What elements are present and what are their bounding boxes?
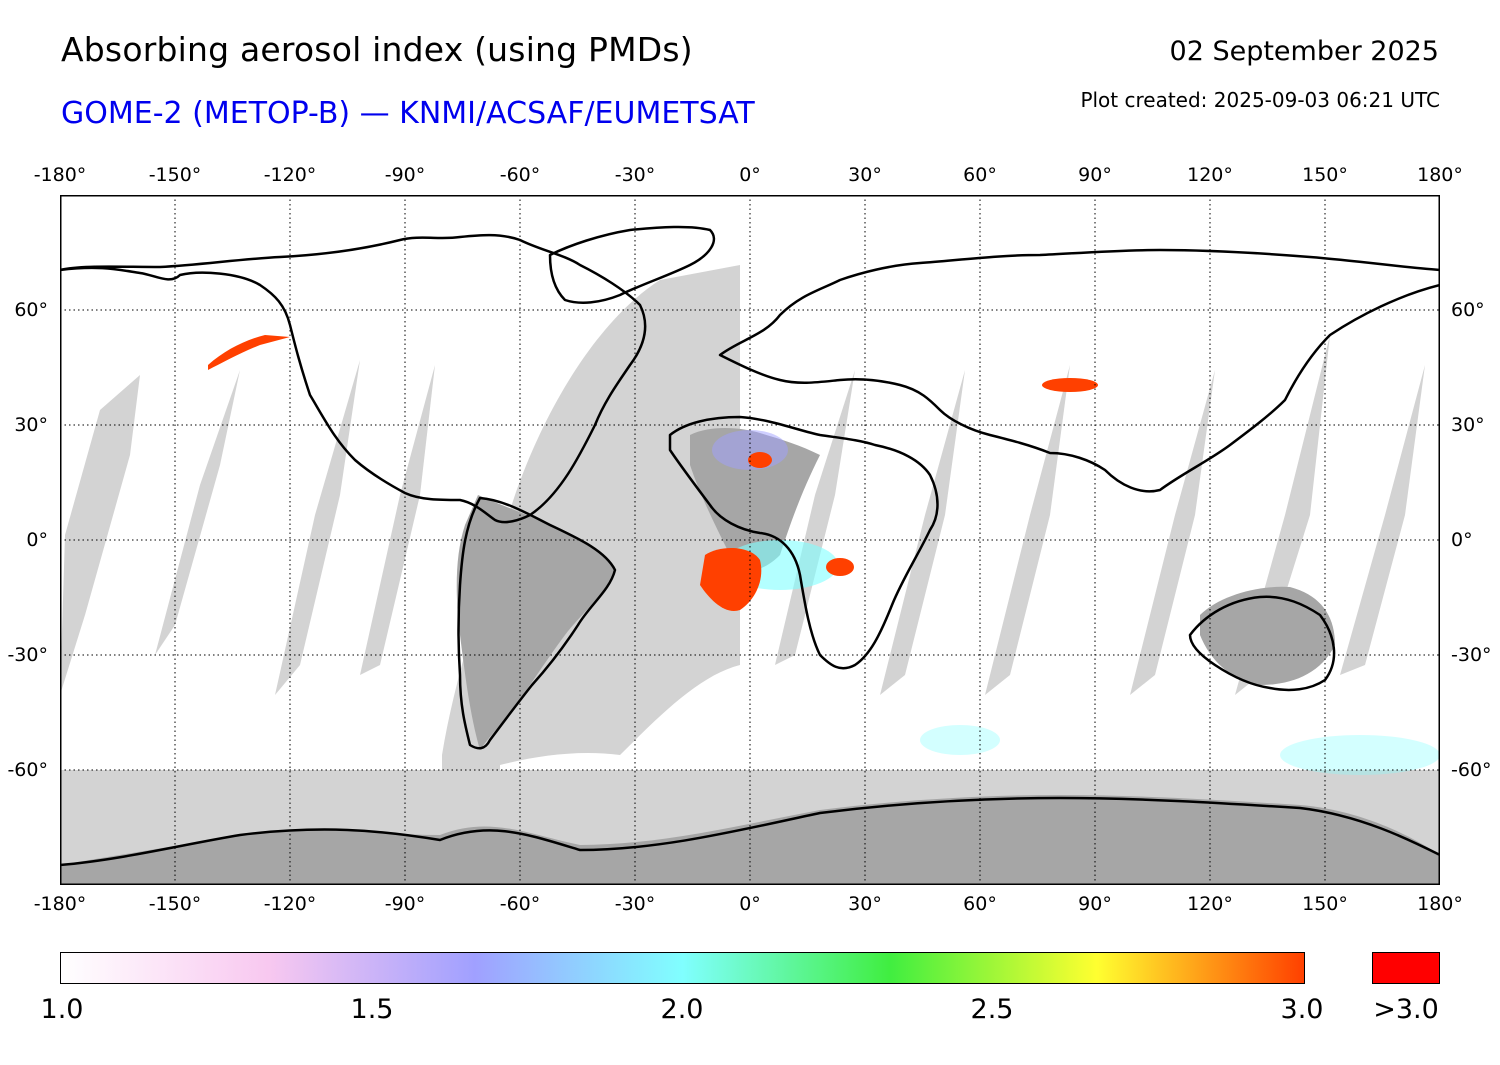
lat-tick-left: 60° — [14, 299, 48, 321]
lon-tick-top: 0° — [739, 164, 761, 186]
lon-tick-bottom: 0° — [739, 893, 761, 915]
eurasia-coast — [718, 248, 1440, 493]
lon-tick-bottom: -60° — [499, 893, 541, 915]
lon-tick-top: 90° — [1078, 164, 1112, 186]
map-subtitle: GOME-2 (METOP-B) — KNMI/ACSAF/EUMETSAT — [61, 96, 755, 131]
aerosol-hotspot-north-america — [208, 335, 290, 370]
australia-coast — [1188, 595, 1336, 692]
south-america-coast — [457, 496, 617, 750]
north-america-coast — [60, 233, 647, 524]
lon-tick-top: -150° — [148, 164, 202, 186]
aerosol-hotspots — [208, 335, 1440, 775]
lon-tick-top: 30° — [848, 164, 882, 186]
orbit-gap-swath — [985, 365, 1070, 695]
lon-tick-bottom: 30° — [848, 893, 882, 915]
lat-tick-right: 60° — [1451, 299, 1485, 321]
lat-tick-left: 30° — [14, 414, 48, 436]
south-america-land — [456, 495, 615, 750]
lon-tick-bottom: -180° — [33, 893, 87, 915]
colorbar-label: 2.0 — [660, 994, 704, 1025]
lat-tick-right: 0° — [1451, 529, 1473, 551]
antarctica-coast — [60, 796, 1440, 867]
aerosol-hotspot-congo — [826, 558, 854, 576]
colorbar — [60, 952, 1305, 984]
map-title: Absorbing aerosol index (using PMDs) — [61, 30, 693, 69]
colorbar-over-swatch — [1372, 952, 1440, 984]
orbit-gap-swath — [880, 370, 965, 695]
lat-tick-left: 0° — [26, 529, 48, 551]
lon-tick-top: -30° — [614, 164, 656, 186]
plot-created-timestamp: Plot created: 2025-09-03 06:21 UTC — [1080, 88, 1440, 112]
orbit-gap-swath — [1130, 370, 1215, 695]
lat-tick-right: 30° — [1451, 414, 1485, 436]
lon-tick-top: -120° — [263, 164, 317, 186]
lon-tick-bottom: -30° — [614, 893, 656, 915]
lon-tick-top: -60° — [499, 164, 541, 186]
lat-tick-left: -30° — [7, 644, 48, 666]
africa-coast — [668, 415, 939, 670]
world-map — [60, 195, 1440, 885]
colorbar-label: 3.0 — [1280, 994, 1324, 1025]
orbit-gap-swath — [60, 375, 140, 695]
lon-tick-top: -180° — [33, 164, 87, 186]
colorbar-label: 1.5 — [350, 994, 394, 1025]
coastlines — [60, 225, 1440, 867]
lat-tick-right: -60° — [1451, 759, 1492, 781]
orbit-gap-swath — [775, 370, 855, 665]
lon-tick-bottom: -90° — [384, 893, 426, 915]
lon-tick-top: 120° — [1187, 164, 1233, 186]
aerosol-hotspot-central-asia — [1042, 378, 1098, 392]
lat-tick-left: -60° — [7, 759, 48, 781]
lon-tick-bottom: 60° — [963, 893, 997, 915]
australia-land — [1200, 586, 1335, 685]
lon-tick-top: -90° — [384, 164, 426, 186]
lon-tick-bottom: 150° — [1302, 893, 1348, 915]
map-frame — [60, 195, 1440, 885]
lon-tick-top: 60° — [963, 164, 997, 186]
graticule — [60, 195, 1440, 885]
lon-tick-bottom: -150° — [148, 893, 202, 915]
lon-tick-bottom: -120° — [263, 893, 317, 915]
lat-tick-right: -30° — [1451, 644, 1492, 666]
colorbar-label: 2.5 — [970, 994, 1014, 1025]
orbit-gap-swath — [275, 360, 360, 695]
lon-tick-bottom: 90° — [1078, 893, 1112, 915]
lon-tick-bottom: 180° — [1417, 893, 1463, 915]
aerosol-hotspot-sahara — [748, 452, 772, 468]
orbit-gap-swath — [360, 365, 435, 675]
map-date: 02 September 2025 — [1169, 36, 1439, 67]
colorbar-over-label: >3.0 — [1373, 994, 1439, 1025]
lon-tick-top: 180° — [1417, 164, 1463, 186]
lon-tick-top: 150° — [1302, 164, 1348, 186]
aerosol-hotspot-angola — [700, 548, 762, 611]
orbit-gap-swaths — [60, 335, 1425, 695]
aerosol-plume-southern-indian — [920, 725, 1000, 755]
greenland-coast — [548, 225, 716, 304]
lon-tick-bottom: 120° — [1187, 893, 1233, 915]
aerosol-plume-southern-ocean — [1280, 735, 1440, 775]
colorbar-label: 1.0 — [40, 994, 84, 1025]
orbit-gap-swath — [155, 370, 240, 655]
